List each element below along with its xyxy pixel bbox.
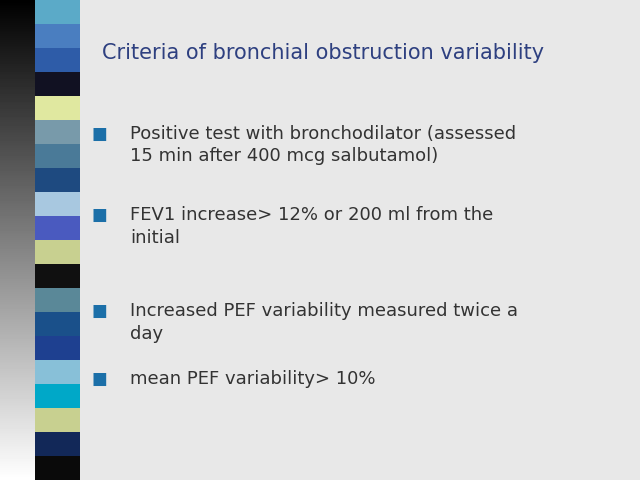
Bar [35, 120, 80, 144]
Text: ■: ■ [92, 206, 107, 225]
Text: FEV1 increase> 12% or 200 ml from the
initial: FEV1 increase> 12% or 200 ml from the in… [131, 206, 493, 247]
Text: ■: ■ [92, 125, 107, 143]
Bar [35, 96, 80, 120]
Bar [35, 192, 80, 216]
Bar [35, 312, 80, 336]
Text: ■: ■ [92, 370, 107, 388]
Bar [35, 456, 80, 480]
Text: Positive test with bronchodilator (assessed
15 min after 400 mcg salbutamol): Positive test with bronchodilator (asses… [131, 125, 516, 165]
Bar [35, 144, 80, 168]
Text: Criteria of bronchial obstruction variability: Criteria of bronchial obstruction variab… [102, 43, 545, 63]
Bar [35, 384, 80, 408]
Bar [35, 336, 80, 360]
Bar [35, 240, 80, 264]
Bar [35, 360, 80, 384]
Bar [35, 48, 80, 72]
Text: ■: ■ [92, 302, 107, 321]
Bar [35, 168, 80, 192]
Bar [35, 0, 80, 24]
Text: mean PEF variability> 10%: mean PEF variability> 10% [131, 370, 376, 388]
Bar [35, 264, 80, 288]
Bar [35, 288, 80, 312]
Bar [35, 24, 80, 48]
Bar [35, 216, 80, 240]
Bar [35, 72, 80, 96]
Text: Increased PEF variability measured twice a
day: Increased PEF variability measured twice… [131, 302, 518, 343]
Bar [35, 408, 80, 432]
Bar [35, 432, 80, 456]
